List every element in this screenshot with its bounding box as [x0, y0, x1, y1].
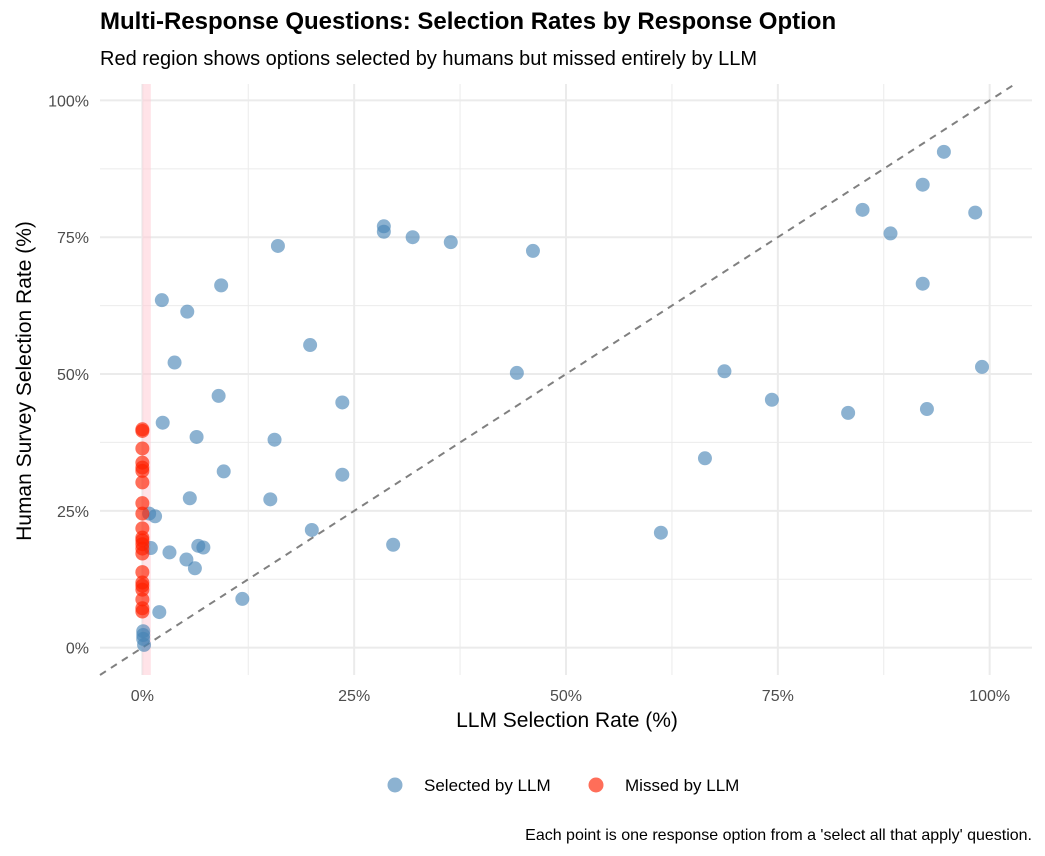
point-missed	[135, 496, 150, 511]
point-selected	[883, 226, 898, 241]
point-selected	[405, 230, 420, 245]
legend-label-selected: Selected by LLM	[424, 776, 551, 795]
points-layer	[135, 144, 990, 652]
point-missed	[135, 565, 150, 580]
point-selected	[717, 364, 732, 379]
point-selected	[697, 451, 712, 466]
point-missed	[135, 475, 150, 490]
point-selected	[235, 591, 250, 606]
point-selected	[936, 144, 951, 159]
legend-label-missed: Missed by LLM	[625, 776, 739, 795]
missed-region-band	[142, 84, 151, 675]
x-tick-label: 50%	[550, 688, 582, 705]
x-tick-label: 0%	[131, 688, 154, 705]
chart-caption: Each point is one response option from a…	[525, 827, 1032, 844]
y-axis-title: Human Survey Selection Rate (%)	[13, 221, 36, 541]
point-selected	[855, 202, 870, 217]
point-selected	[443, 235, 458, 250]
point-selected	[216, 464, 231, 479]
point-selected	[270, 238, 285, 253]
point-selected	[919, 402, 934, 417]
point-selected	[335, 395, 350, 410]
y-tick-label: 25%	[57, 504, 89, 521]
chart-subtitle: Red region shows options selected by hum…	[100, 48, 758, 70]
chart-title: Multi-Response Questions: Selection Rate…	[100, 8, 837, 35]
point-selected	[180, 304, 195, 319]
point-selected	[152, 605, 167, 620]
point-selected	[137, 637, 152, 652]
point-selected	[509, 365, 524, 380]
point-selected	[162, 545, 177, 560]
point-selected	[386, 537, 401, 552]
point-selected	[211, 388, 226, 403]
point-selected	[968, 205, 983, 220]
point-selected	[196, 540, 211, 555]
point-selected	[653, 525, 668, 540]
missed-band-rect	[142, 84, 151, 675]
point-selected	[155, 415, 170, 430]
point-missed	[135, 423, 150, 438]
point-selected	[764, 392, 779, 407]
y-tick-label: 75%	[57, 230, 89, 247]
point-selected	[303, 338, 318, 353]
legend: Selected by LLM Missed by LLM	[387, 776, 739, 795]
point-selected	[167, 355, 182, 370]
point-missed	[135, 604, 150, 619]
point-missed	[135, 506, 150, 521]
point-selected	[915, 177, 930, 192]
point-missed	[135, 582, 150, 597]
legend-key-selected	[387, 777, 403, 793]
point-selected	[267, 432, 282, 447]
y-tick-label: 0%	[66, 641, 89, 658]
diagonal-reference-line	[99, 83, 1016, 676]
x-axis-title: LLM Selection Rate (%)	[456, 709, 678, 732]
y-tick-label: 100%	[48, 93, 89, 110]
point-selected	[376, 224, 391, 239]
point-selected	[841, 405, 856, 420]
point-selected	[179, 552, 194, 567]
point-selected	[304, 522, 319, 537]
point-selected	[189, 429, 204, 444]
point-selected	[263, 492, 278, 507]
reference-line-layer	[99, 83, 1016, 676]
point-selected	[154, 293, 169, 308]
tick-label-layer: 0% 25% 50% 75% 100% 0% 25% 50% 75% 100%	[48, 93, 1010, 705]
point-selected	[335, 467, 350, 482]
point-missed	[135, 463, 150, 478]
x-tick-label: 100%	[969, 688, 1010, 705]
x-tick-label: 25%	[338, 688, 370, 705]
point-selected	[915, 276, 930, 291]
point-selected	[182, 491, 197, 506]
x-tick-label: 75%	[762, 688, 794, 705]
point-missed	[135, 546, 150, 561]
point-missed	[135, 441, 150, 456]
point-selected	[525, 243, 540, 258]
legend-key-missed	[588, 777, 604, 793]
point-selected	[187, 561, 202, 576]
point-selected	[214, 278, 229, 293]
point-selected	[975, 359, 990, 374]
y-tick-label: 50%	[57, 367, 89, 384]
grid-layer	[100, 84, 1032, 675]
